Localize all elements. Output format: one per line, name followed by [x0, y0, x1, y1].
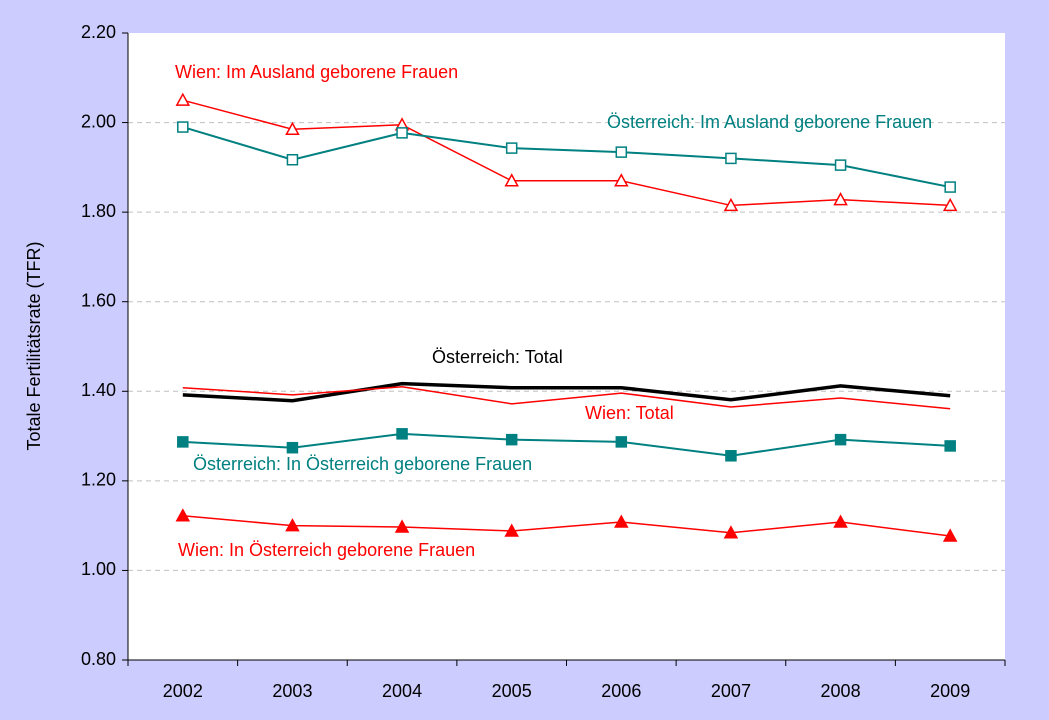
x-tick-label: 2009 [930, 681, 970, 701]
series-label: Österreich: In Österreich geborene Fraue… [193, 454, 532, 474]
y-tick-label: 1.40 [81, 380, 116, 400]
x-tick-label: 2005 [492, 681, 532, 701]
x-tick-label: 2008 [821, 681, 861, 701]
x-tick-label: 2003 [272, 681, 312, 701]
marker [286, 153, 299, 166]
x-tick-label: 2004 [382, 681, 422, 701]
marker [504, 523, 519, 537]
series-line [182, 386, 951, 410]
marker [614, 173, 629, 187]
series-label: Österreich: Im Ausland geborene Frauen [607, 112, 932, 132]
series-line [182, 99, 951, 207]
marker [834, 159, 847, 171]
y-tick-label: 0.80 [81, 649, 116, 669]
marker [285, 121, 300, 136]
marker [175, 508, 191, 522]
marker [725, 450, 737, 462]
marker [944, 181, 956, 193]
y-tick-label: 1.60 [81, 290, 116, 310]
marker [504, 173, 519, 187]
series-label: Wien: Total [585, 403, 674, 423]
marker [396, 428, 408, 440]
series-label: Wien: Im Ausland geborene Frauen [175, 62, 458, 82]
marker [175, 92, 191, 106]
marker [177, 121, 189, 133]
x-tick-label: 2007 [711, 681, 751, 701]
marker [944, 440, 956, 452]
marker [725, 152, 737, 165]
marker [614, 514, 629, 528]
series-line [182, 515, 951, 537]
x-tick-label: 2002 [163, 681, 203, 701]
y-tick-label: 1.00 [81, 559, 116, 579]
marker [285, 518, 300, 532]
plot-area [128, 33, 1005, 660]
y-axis-label: Totale Fertilitätsrate (TFR) [24, 241, 44, 450]
y-tick-label: 1.80 [81, 201, 116, 221]
marker [396, 127, 408, 139]
marker [394, 519, 410, 533]
marker [833, 192, 848, 206]
marker [942, 197, 958, 212]
y-tick-label: 2.20 [81, 22, 116, 42]
y-tick-label: 1.20 [81, 470, 116, 490]
marker [723, 197, 739, 212]
x-tick-label: 2006 [601, 681, 641, 701]
y-tick-label: 2.00 [81, 111, 116, 131]
marker [286, 441, 299, 454]
series-line [182, 381, 951, 403]
series-label: Wien: In Österreich geborene Frauen [178, 540, 475, 560]
marker [177, 436, 189, 448]
marker [615, 436, 628, 448]
marker [505, 142, 518, 154]
marker [723, 525, 739, 539]
marker [833, 514, 848, 528]
series-line [182, 432, 951, 457]
marker [615, 146, 628, 158]
marker [505, 433, 518, 446]
series-line [182, 126, 951, 189]
marker [834, 433, 847, 446]
marker [942, 528, 958, 542]
series-label: Österreich: Total [432, 347, 563, 367]
